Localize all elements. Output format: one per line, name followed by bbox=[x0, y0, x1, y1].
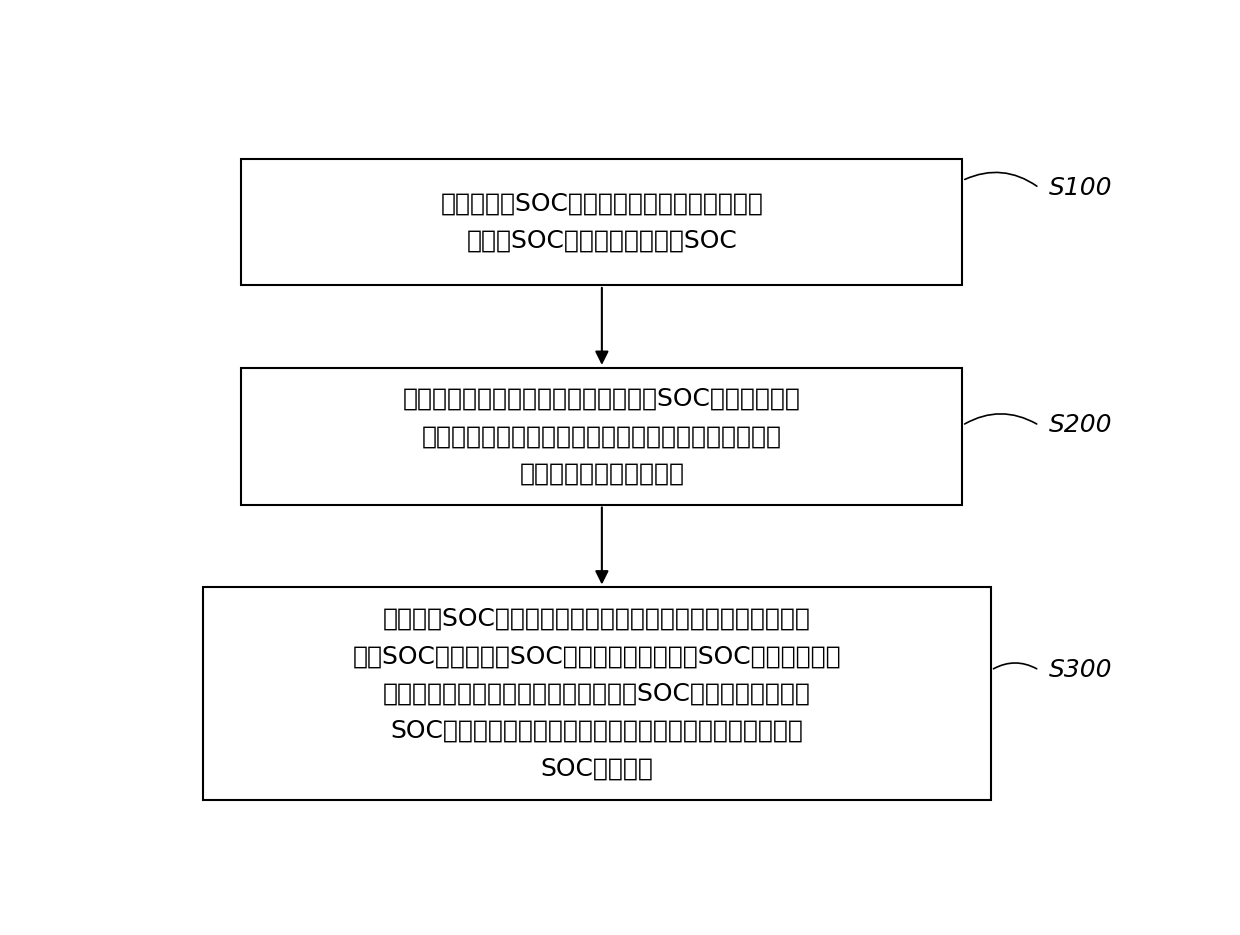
Text: S100: S100 bbox=[1049, 176, 1112, 200]
FancyBboxPatch shape bbox=[242, 367, 962, 505]
Text: 根据电池组预设容量范围，确定电池组SOC的显示值所处
的容量范围，预设的容量范围包括第一容量范围、第二
容量范围和第三容量范围: 根据电池组预设容量范围，确定电池组SOC的显示值所处 的容量范围，预设的容量范围… bbox=[403, 387, 801, 485]
FancyBboxPatch shape bbox=[242, 159, 962, 285]
FancyBboxPatch shape bbox=[203, 587, 991, 799]
Text: S200: S200 bbox=[1049, 413, 1112, 438]
Text: S300: S300 bbox=[1049, 658, 1112, 683]
Text: 获取电池组SOC的显示值，同时获取电池单体
的最大SOC和电池单体的最小SOC: 获取电池组SOC的显示值，同时获取电池单体 的最大SOC和电池单体的最小SOC bbox=[440, 192, 764, 252]
Text: 当电池组SOC的显示值处于第一容量范围时，根据电池单体的
最大SOC确定电池组SOC的实际值；当电池组SOC的显示值处于
第二容量范围时，根据电池单体的最大SO: 当电池组SOC的显示值处于第一容量范围时，根据电池单体的 最大SOC确定电池组S… bbox=[352, 607, 842, 780]
